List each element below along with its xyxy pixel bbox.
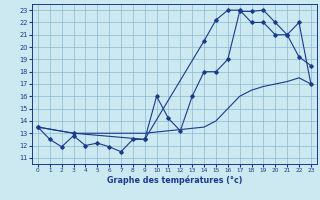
X-axis label: Graphe des températures (°c): Graphe des températures (°c) [107, 176, 242, 185]
